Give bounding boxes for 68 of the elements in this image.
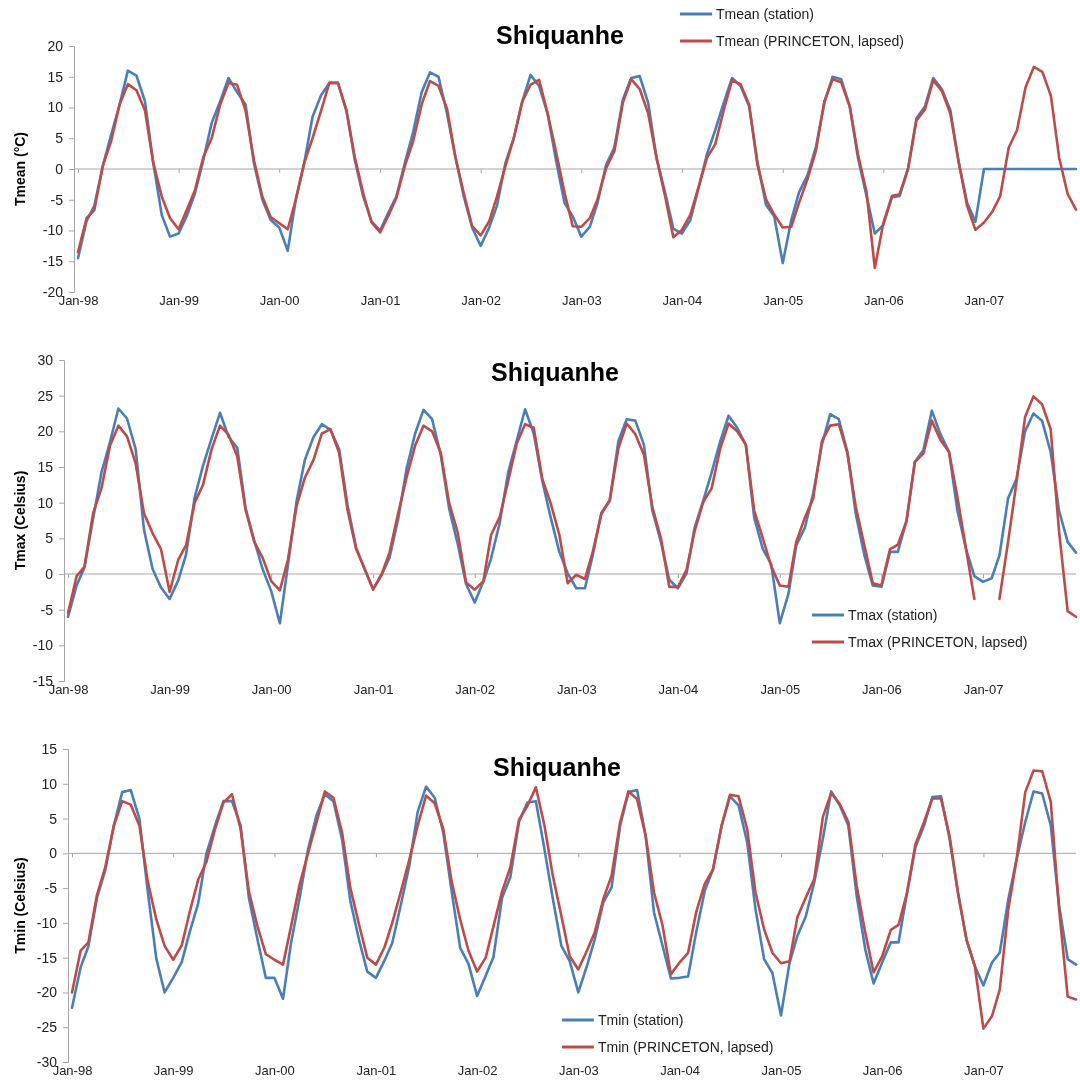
x-tick-label: Jan-99 xyxy=(159,293,199,309)
y-tick-label: 15 xyxy=(47,68,64,85)
x-tick-label: Jan-05 xyxy=(761,1063,802,1079)
y-tick-label: -10 xyxy=(36,914,58,931)
y-tick-label: 20 xyxy=(37,423,54,440)
x-tick-label: Jan-06 xyxy=(863,293,904,309)
x-tick-label: Jan-03 xyxy=(558,1063,599,1079)
x-tick-label: Jan-00 xyxy=(259,293,300,309)
x-tick-label: Jan-03 xyxy=(556,682,597,698)
y-tick-label: -25 xyxy=(36,1019,58,1036)
y-tick-label: -10 xyxy=(32,637,54,654)
legend-label: Tmean (station) xyxy=(716,6,815,22)
y-tick-label: -15 xyxy=(32,672,54,689)
x-tick-label: Jan-02 xyxy=(455,682,496,698)
x-tick-label: Jan-04 xyxy=(660,1063,700,1079)
y-tick-label: -5 xyxy=(40,601,54,618)
chart-title: Shiquanhe xyxy=(491,358,619,386)
legend-label: Tmin (PRINCETON, lapsed) xyxy=(597,1039,774,1055)
y-tick-label: -20 xyxy=(36,984,58,1001)
y-axis-title: Tmax (Celsius) xyxy=(12,470,28,571)
y-tick-label: 0 xyxy=(45,565,54,582)
x-tick-label: Jan-03 xyxy=(561,293,602,309)
x-tick-label: Jan-05 xyxy=(760,682,801,698)
y-tick-label: -30 xyxy=(36,1053,58,1070)
y-tick-label: 5 xyxy=(55,130,64,147)
y-tick-label: -15 xyxy=(36,949,58,966)
y-tick-label: -5 xyxy=(44,880,58,897)
x-tick-label: Jan-02 xyxy=(461,293,502,309)
x-tick-label: Jan-06 xyxy=(862,1063,903,1079)
y-tick-label: 20 xyxy=(47,37,64,54)
y-tick-label: -20 xyxy=(42,283,64,300)
y-tick-label: 15 xyxy=(37,458,54,475)
y-tick-label: 0 xyxy=(49,845,58,862)
x-tick-label: Jan-01 xyxy=(360,293,401,309)
y-tick-label: 30 xyxy=(37,351,54,368)
y-tick-label: 0 xyxy=(55,160,64,177)
x-tick-label: Jan-07 xyxy=(964,1063,1004,1079)
x-tick-label: Jan-07 xyxy=(964,293,1005,309)
x-tick-label: Jan-06 xyxy=(862,682,902,698)
x-tick-label: Jan-01 xyxy=(356,1063,397,1079)
x-tick-label: Jan-04 xyxy=(662,293,703,309)
legend-label: Tmax (PRINCETON, lapsed) xyxy=(848,634,1028,650)
y-tick-label: -5 xyxy=(50,191,64,208)
x-tick-label: Jan-04 xyxy=(658,682,699,698)
x-tick-label: Jan-99 xyxy=(150,682,190,698)
legend-label: Tmean (PRINCETON, lapsed) xyxy=(716,33,905,49)
x-tick-label: Jan-05 xyxy=(763,293,804,309)
y-axis-title: Tmin (Celsius) xyxy=(12,857,28,954)
y-tick-label: 25 xyxy=(37,387,54,404)
legend-label: Tmax (station) xyxy=(848,607,938,623)
x-tick-label: Jan-07 xyxy=(963,682,1004,698)
chart-title: Shiquanhe xyxy=(493,753,621,781)
y-tick-label: -10 xyxy=(42,222,64,239)
y-tick-label: 10 xyxy=(41,775,58,792)
legend-label: Tmin (station) xyxy=(597,1012,684,1028)
chart-title: Shiquanhe xyxy=(496,21,624,49)
y-tick-label: 15 xyxy=(41,740,58,757)
y-tick-label: 5 xyxy=(45,530,54,547)
x-tick-label: Jan-00 xyxy=(255,1063,295,1079)
y-axis-title: Tmean (°C) xyxy=(12,131,28,207)
x-tick-label: Jan-01 xyxy=(353,682,394,698)
x-tick-label: Jan-02 xyxy=(457,1063,498,1079)
y-tick-label: 10 xyxy=(47,99,64,116)
y-tick-label: -15 xyxy=(42,253,64,270)
x-tick-label: Jan-00 xyxy=(251,682,292,698)
x-tick-label: Jan-99 xyxy=(153,1063,194,1079)
y-tick-label: 5 xyxy=(49,810,58,827)
y-tick-label: 10 xyxy=(37,494,54,511)
